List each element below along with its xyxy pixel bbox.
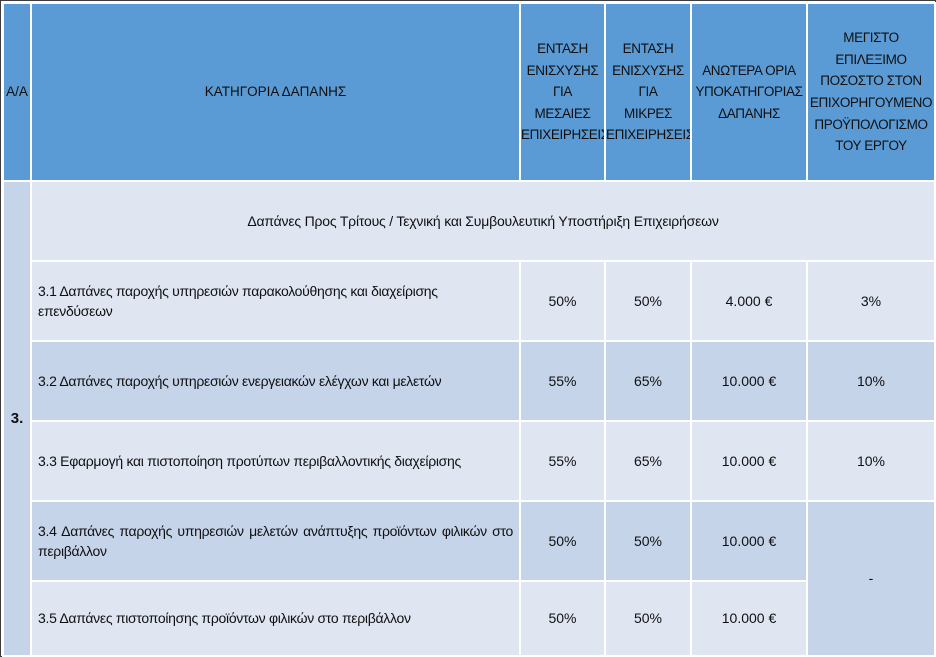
group-row: 3. Δαπάνες Προς Τρίτους / Τεχνική και Συ…: [2, 180, 936, 657]
header-line: ΕΝΤΑΣΗ: [622, 41, 674, 57]
row-upper-limit: 10.000 €: [690, 340, 808, 422]
row-upper-limit: 10.000 €: [690, 420, 808, 502]
header-line: ΠΟΣΟΣΤΟ ΣΤΟΝ: [820, 73, 922, 89]
row-description: 3.4 Δαπάνες παροχής υπηρεσιών μελετών αν…: [30, 500, 521, 582]
table-row: 3.3 Εφαρμογή και πιστοποίηση προτύπων πε…: [3, 420, 936, 502]
row-upper-limit: 10.000 €: [690, 500, 808, 582]
row-max-percentage: 10%: [806, 340, 936, 422]
row-upper-limit: 10.000 €: [690, 580, 808, 657]
header-line: ΜΕΣΑΙΕΣ: [534, 105, 591, 121]
row-max-percentage-merged: -: [806, 500, 936, 657]
header-line: ΥΠΟΚΑΤΗΓΟΡΙΑΣ: [695, 84, 803, 100]
row-description: 3.5 Δαπάνες πιστοποίησης προϊόντων φιλικ…: [30, 580, 521, 657]
row-description: 3.3 Εφαρμογή και πιστοποίηση προτύπων πε…: [30, 420, 521, 502]
header-max-percentage: ΜΕΓΙΣΤΟ ΕΠΙΛΕΞΙΜΟ ΠΟΣΟΣΤΟ ΣΤΟΝ ΕΠΙΧΟΡΗΓΟ…: [806, 2, 936, 182]
header-line: ΕΝΙΣΧΥΣΗΣ ΓΙΑ: [526, 62, 599, 100]
header-aa: Α/Α: [2, 2, 32, 182]
row-upper-limit: 4.000 €: [690, 260, 808, 342]
header-line: ΠΡΟΫΠΟΛΟΓΙΣΜΟ: [814, 116, 928, 132]
header-small-intensity: ΕΝΤΑΣΗ ΕΝΙΣΧΥΣΗΣ ΓΙΑ ΜΙΚΡΕΣ ΕΠΙΧΕΙΡΗΣΕΙΣ: [604, 2, 692, 182]
header-line: ΔΑΠΑΝΗΣ: [718, 105, 780, 121]
table-row: 3.5 Δαπάνες πιστοποίησης προϊόντων φιλικ…: [3, 580, 935, 657]
row-small-intensity: 50%: [604, 260, 692, 342]
row-small-intensity: 65%: [604, 340, 692, 422]
header-line: ΤΟΥ ΕΡΓΟΥ: [835, 138, 907, 154]
header-line: ΕΝΙΣΧΥΣΗΣ ΓΙΑ: [612, 62, 684, 100]
table-row: 3.4 Δαπάνες παροχής υπηρεσιών μελετών αν…: [3, 500, 936, 657]
header-row: Α/Α ΚΑΤΗΓΟΡΙΑ ΔΑΠΑΝΗΣ ΕΝΤΑΣΗ ΕΝΙΣΧΥΣΗΣ Γ…: [2, 2, 936, 182]
header-upper-limits: ΑΝΩΤΕΡΑ ΟΡΙΑ ΥΠΟΚΑΤΗΓΟΡΙΑΣ ΔΑΠΑΝΗΣ: [690, 2, 808, 182]
row-max-percentage: 3%: [806, 260, 936, 342]
table-row: 3.2 Δαπάνες παροχής υπηρεσιών ενεργειακώ…: [3, 340, 936, 422]
group-title: Δαπάνες Προς Τρίτους / Τεχνική και Συμβο…: [30, 180, 936, 262]
row-description: 3.1 Δαπάνες παροχής υπηρεσιών παρακολούθ…: [30, 260, 521, 342]
row-max-percentage: 10%: [806, 420, 936, 502]
row-medium-intensity: 50%: [519, 500, 606, 582]
header-line: ΑΝΩΤΕΡΑ ΟΡΙΑ: [702, 62, 796, 78]
header-line: ΜΙΚΡΕΣ: [624, 105, 672, 121]
row-medium-intensity: 50%: [519, 260, 606, 342]
row-description: 3.2 Δαπάνες παροχής υπηρεσιών ενεργειακώ…: [30, 340, 521, 422]
header-line: ΕΠΙΧΕΙΡΗΣΕΙΣ: [521, 127, 605, 143]
header-medium-intensity: ΕΝΤΑΣΗ ΕΝΙΣΧΥΣΗΣ ΓΙΑ ΜΕΣΑΙΕΣ ΕΠΙΧΕΙΡΗΣΕΙ…: [519, 2, 606, 182]
row-medium-intensity: 50%: [519, 580, 606, 657]
row-small-intensity: 50%: [604, 500, 692, 582]
header-line: ΕΠΙΧΕΙΡΗΣΕΙΣ: [606, 127, 691, 143]
table-row: 3.1 Δαπάνες παροχής υπηρεσιών παρακολούθ…: [3, 260, 936, 342]
header-category: ΚΑΤΗΓΟΡΙΑ ΔΑΠΑΝΗΣ: [30, 2, 521, 182]
row-small-intensity: 50%: [604, 580, 692, 657]
row-medium-intensity: 55%: [519, 420, 606, 502]
header-line: ΕΠΙΧΟΡΗΓΟΥΜΕΝΟ: [809, 95, 933, 110]
header-line: ΕΝΤΑΣΗ: [537, 41, 588, 57]
row-small-intensity: 65%: [604, 420, 692, 502]
header-line: ΜΕΓΙΣΤΟ ΕΠΙΛΕΞΙΜΟ: [835, 30, 907, 67]
group-number: 3.: [2, 180, 32, 657]
row-medium-intensity: 55%: [519, 340, 606, 422]
